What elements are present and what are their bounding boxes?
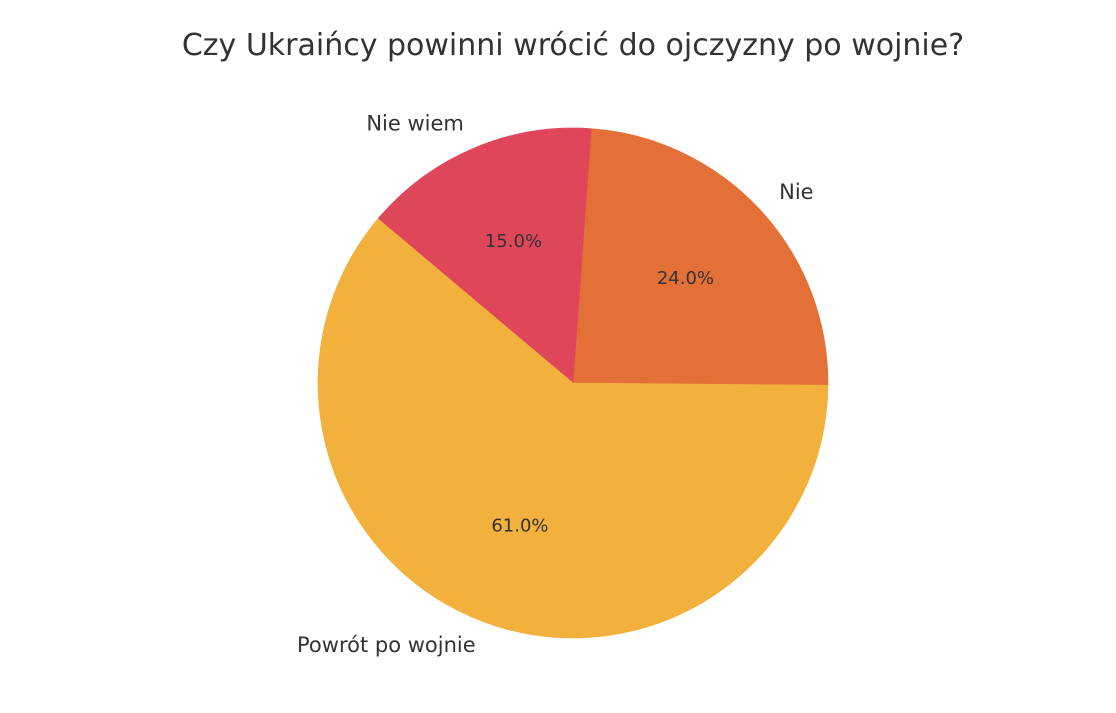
pie-slice-nie: [572, 128, 829, 386]
pie-slice-nie-wiem: [377, 127, 592, 384]
slice-percent-nie: 24.0%: [657, 268, 714, 289]
pie-labels: Nie 24.0% Nie wiem 15.0% Powrót po wojnie 61.…: [297, 112, 814, 657]
chart-title: Czy Ukraińcy powinni wrócić do ojczyzny …: [182, 28, 964, 63]
pie-slices: [317, 127, 829, 639]
slice-percent-nie-wiem: 15.0%: [485, 231, 542, 252]
slice-label-nie: Nie: [779, 180, 813, 204]
pie-slice-powr-t-po-wojnie: [317, 218, 829, 639]
slice-percent-powr-t-po-wojnie: 61.0%: [491, 515, 548, 536]
slice-label-nie-wiem: Nie wiem: [366, 112, 464, 136]
slice-label-powr-t-po-wojnie: Powrót po wojnie: [297, 633, 476, 657]
